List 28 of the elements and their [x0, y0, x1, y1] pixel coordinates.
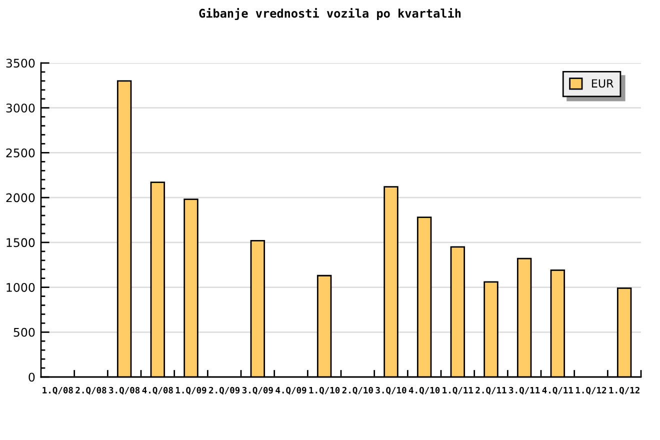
x-tick-label: 1.Q/10: [309, 386, 340, 395]
x-tick-label: 1.Q/12: [576, 386, 606, 395]
x-tick-label: 3.Q/11: [509, 386, 540, 395]
x-tick-label: 3.Q/08: [109, 386, 140, 395]
x-tick-label: 3.Q/09: [242, 386, 273, 395]
x-tick-label: 2.Q/10: [342, 386, 373, 395]
y-tick-label: 3000: [6, 104, 35, 113]
y-tick-label: 0: [28, 372, 35, 382]
y-tick-label: 2500: [6, 148, 35, 158]
x-tick-label: 4.Q/11: [542, 386, 574, 395]
y-tick-label: 2000: [6, 193, 35, 202]
y-tick-label: 3500: [6, 58, 35, 68]
x-tick-label: 1.Q/11: [442, 386, 474, 395]
x-tick-label: 2.Q/11: [476, 386, 506, 395]
x-tick-label: 4.Q/10: [408, 386, 440, 395]
y-tick-label: 500: [14, 328, 35, 337]
y-tick-label: 1500: [6, 238, 35, 248]
x-tick-label: 1.Q/08: [42, 386, 73, 395]
x-tick-label: 2.Q/09: [209, 386, 240, 395]
chart-title: Gibanje vrednosti vozila po kvartalih: [199, 8, 461, 20]
x-tick-label: 1.Q/09: [176, 386, 206, 395]
x-tick-label: 2.Q/08: [76, 386, 106, 395]
x-tick-label: 3.Q/10: [376, 386, 406, 395]
x-tick-label: 1.Q/12: [609, 386, 640, 395]
x-tick-label: 4.Q/08: [142, 386, 173, 395]
x-tick-label: 4.Q/09: [276, 386, 306, 395]
legend-label: EUR: [592, 79, 614, 88]
y-tick-label: 1000: [6, 283, 35, 292]
